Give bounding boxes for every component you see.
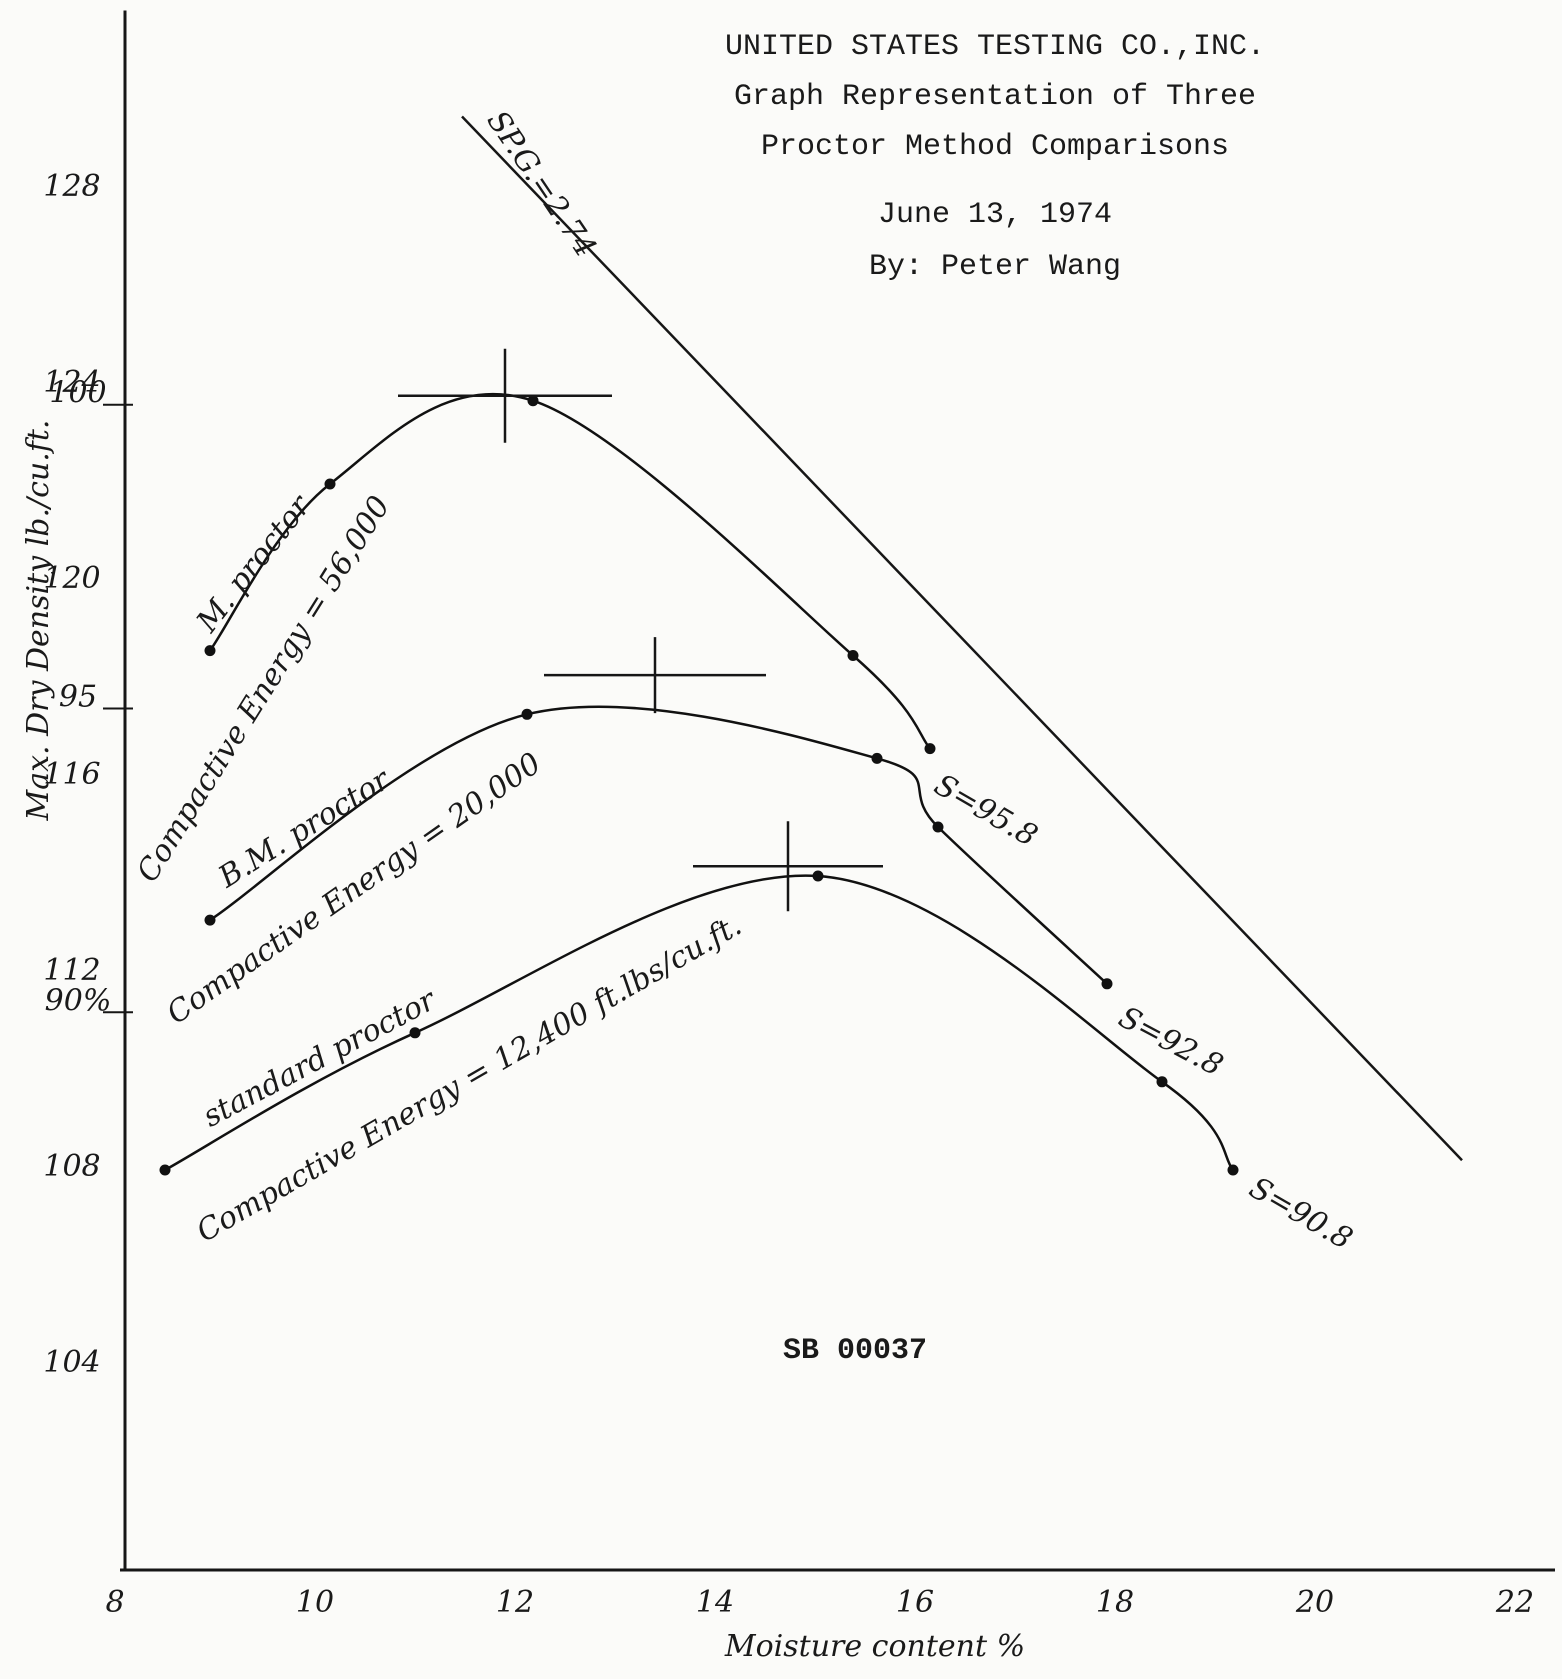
x-tick-label: 12 xyxy=(496,1585,534,1620)
x-tick-label: 22 xyxy=(1495,1585,1534,1620)
percent-tick-label: 100 xyxy=(49,376,106,411)
y-tick-label: 128 xyxy=(43,169,100,204)
data-point xyxy=(409,1027,421,1039)
data-point xyxy=(1101,978,1113,990)
data-point xyxy=(324,478,336,490)
x-axis-label: Moisture content % xyxy=(724,1629,1025,1664)
data-point xyxy=(1156,1076,1168,1088)
data-point xyxy=(924,743,936,755)
title-line: Proctor Method Comparisons xyxy=(761,130,1229,164)
data-point xyxy=(1227,1164,1239,1176)
y-tick-label: 104 xyxy=(43,1345,100,1380)
percent-tick-label: 95 xyxy=(59,680,97,715)
data-point xyxy=(204,645,216,657)
data-point xyxy=(871,752,883,764)
data-point xyxy=(204,914,216,926)
title-line: Graph Representation of Three xyxy=(734,80,1256,114)
y-axis-label: Max. Dry Density lb./cu.ft. xyxy=(21,420,56,822)
x-tick-label: 20 xyxy=(1295,1585,1334,1620)
series-line xyxy=(209,705,1108,985)
title-line: June 13, 1974 xyxy=(878,198,1112,232)
y-tick-label: 112 xyxy=(43,953,100,988)
y-tick-label: 108 xyxy=(43,1149,100,1184)
y-tick-label: 120 xyxy=(43,561,100,596)
x-tick-label: 10 xyxy=(296,1585,334,1620)
y-tick-label: 124 xyxy=(43,365,100,400)
x-tick-label: 14 xyxy=(696,1585,734,1620)
data-point xyxy=(521,708,533,720)
percent-tick-label: 90% xyxy=(45,983,112,1018)
annotation: SB 00037 xyxy=(783,1334,927,1368)
saturation-line xyxy=(461,115,1463,1162)
title-line: UNITED STATES TESTING CO.,INC. xyxy=(725,30,1265,64)
y-tick-label: 116 xyxy=(43,757,100,792)
data-point xyxy=(812,870,824,882)
data-point xyxy=(159,1164,171,1176)
title-line: By: Peter Wang xyxy=(869,250,1121,284)
data-point xyxy=(932,821,944,833)
data-point xyxy=(527,395,539,407)
data-point xyxy=(847,650,859,661)
x-tick-label: 16 xyxy=(896,1585,934,1620)
x-tick-label: 18 xyxy=(1096,1585,1134,1620)
x-tick-label: 8 xyxy=(105,1585,124,1620)
